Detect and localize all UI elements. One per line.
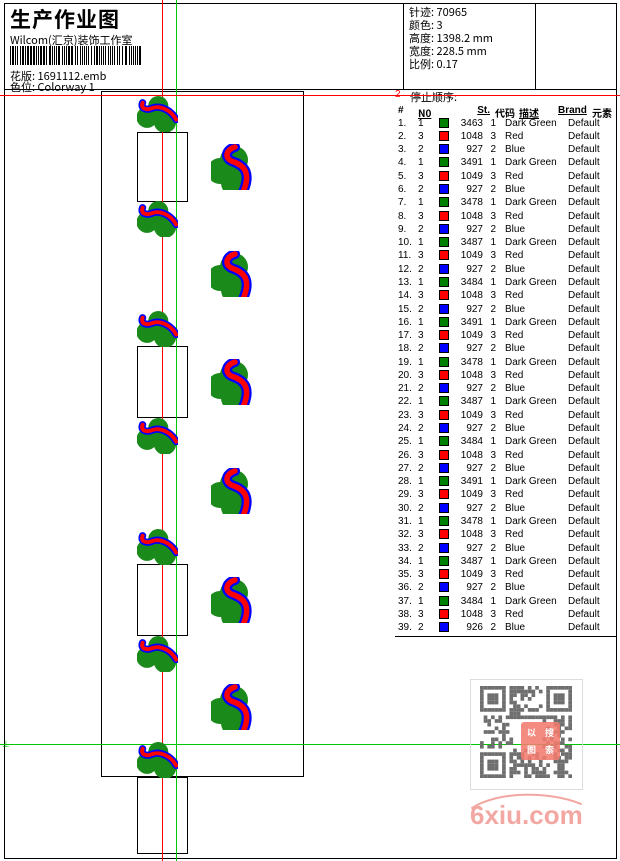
svg-text:6xiu.com: 6xiu.com	[470, 800, 583, 828]
